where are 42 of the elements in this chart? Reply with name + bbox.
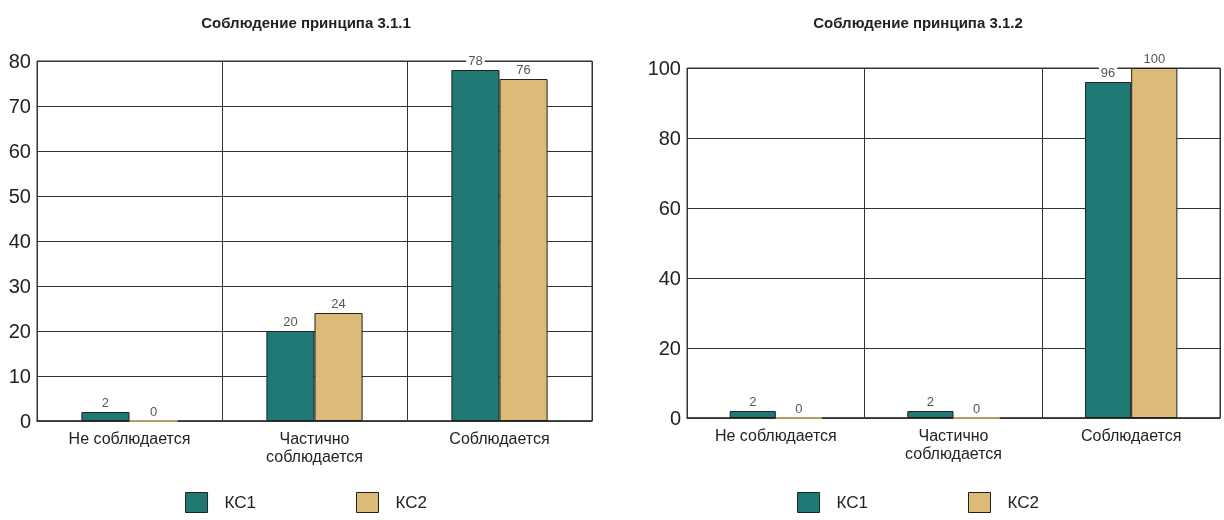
y-tick-label: 40 (658, 267, 681, 289)
y-tick-label: 20 (658, 337, 681, 359)
data-label: 2 (749, 394, 757, 409)
data-label: 78 (468, 53, 483, 68)
x-tick-label: Частично соблюдается (905, 426, 1002, 462)
y-tick-label: 0 (19, 410, 31, 432)
y-tick-label: 10 (8, 365, 31, 387)
bar (729, 411, 776, 418)
x-tick-label: Не соблюдается (714, 426, 837, 444)
y-tick-label: 30 (8, 275, 31, 297)
chart-title: Соблюдение принципа 3.1.1 (201, 14, 411, 31)
x-tick-label: Частично соблюдается (266, 429, 363, 465)
x-tick-label: Не соблюдается (68, 429, 191, 447)
bar (81, 412, 130, 421)
data-label: 76 (516, 62, 531, 77)
data-label: 20 (283, 314, 298, 329)
y-tick-label: 20 (8, 320, 31, 342)
legend-label: КС1 (836, 493, 869, 512)
y-tick-label: 40 (8, 230, 31, 252)
chart-title: Соблюдение принципа 3.1.2 (813, 14, 1023, 31)
bar (907, 411, 954, 418)
x-tick-label: Соблюдается (1081, 426, 1182, 444)
y-tick-label: 50 (8, 185, 31, 207)
y-tick-label: 70 (8, 95, 31, 117)
y-tick-label: 80 (658, 127, 681, 149)
y-tick-label: 0 (669, 407, 681, 429)
y-tick-label: 80 (8, 50, 31, 72)
data-label: 2 (926, 394, 935, 409)
data-label: 0 (149, 403, 158, 419)
data-label: 0 (972, 400, 981, 416)
y-tick-label: 60 (658, 197, 681, 219)
data-label: 96 (1100, 65, 1116, 80)
data-label: 24 (331, 296, 346, 311)
x-tick-label: Соблюдается (449, 429, 550, 447)
data-label: 2 (101, 395, 110, 410)
y-tick-label: 100 (647, 57, 681, 79)
legend-label: КС2 (1007, 493, 1039, 512)
legend-label: КС2 (395, 493, 427, 512)
y-tick-label: 60 (8, 140, 31, 162)
data-label: 100 (1143, 51, 1166, 66)
data-label: 0 (795, 400, 803, 416)
legend-label: КС1 (224, 493, 257, 512)
